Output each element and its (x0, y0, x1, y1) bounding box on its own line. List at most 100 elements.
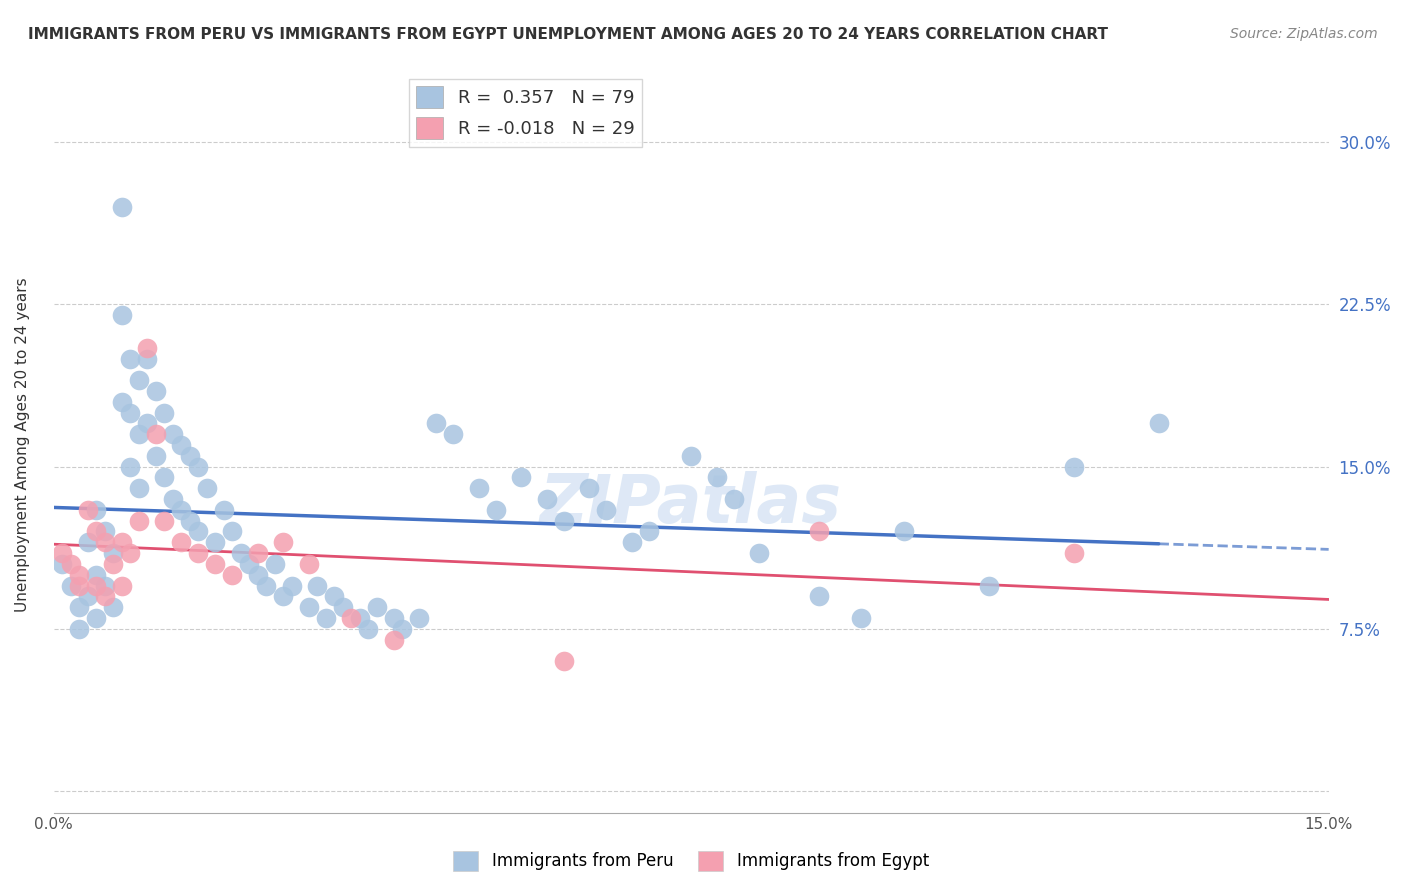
Point (366, 600, 388, 615)
Point (153, 470, 176, 484)
Point (323, 590, 346, 604)
Point (59, 578, 82, 592)
Point (977, 578, 1000, 592)
Point (706, 470, 728, 484)
Point (145, 449, 167, 463)
Point (179, 514, 201, 528)
Point (93, 578, 115, 592)
Point (485, 503, 508, 517)
Point (467, 481, 489, 495)
Point (67, 600, 90, 615)
Point (681, 449, 703, 463)
Point (101, 557, 124, 571)
Point (162, 491, 184, 506)
Point (76, 535, 98, 549)
Point (408, 611, 430, 625)
Point (578, 481, 600, 495)
Point (84, 524, 107, 539)
Point (849, 611, 872, 625)
Point (136, 351, 159, 366)
Point (136, 417, 159, 431)
Point (748, 546, 770, 560)
Point (332, 600, 354, 615)
Point (84, 578, 107, 592)
Text: ZIPatlas: ZIPatlas (540, 471, 842, 537)
Point (271, 535, 294, 549)
Point (136, 341, 159, 355)
Point (67, 567, 90, 582)
Point (145, 384, 167, 398)
Point (263, 557, 285, 571)
Point (51, 557, 73, 571)
Point (170, 438, 193, 452)
Point (204, 535, 226, 549)
Point (110, 578, 132, 592)
Point (145, 427, 167, 442)
Point (76, 503, 98, 517)
Point (120, 351, 142, 366)
Point (101, 600, 124, 615)
Point (93, 590, 115, 604)
Point (595, 503, 617, 517)
Point (120, 459, 142, 474)
Point (357, 622, 380, 636)
Point (246, 546, 269, 560)
Point (221, 524, 243, 539)
Point (723, 491, 745, 506)
Point (110, 200, 132, 214)
Point (93, 524, 115, 539)
Point (110, 535, 132, 549)
Point (246, 567, 269, 582)
Point (298, 600, 321, 615)
Point (307, 578, 329, 592)
Point (536, 491, 558, 506)
Point (229, 546, 252, 560)
Point (170, 535, 193, 549)
Point (298, 557, 321, 571)
Point (280, 578, 302, 592)
Point (120, 406, 142, 420)
Point (893, 524, 915, 539)
Point (187, 459, 209, 474)
Point (221, 567, 243, 582)
Point (425, 417, 447, 431)
Point (391, 622, 413, 636)
Point (807, 524, 830, 539)
Point (340, 611, 363, 625)
Point (170, 503, 193, 517)
Point (84, 611, 107, 625)
Point (637, 524, 659, 539)
Point (59, 557, 82, 571)
Point (1147, 417, 1170, 431)
Point (128, 514, 150, 528)
Point (179, 449, 201, 463)
Point (84, 503, 107, 517)
Point (187, 546, 209, 560)
Point (441, 427, 464, 442)
Point (620, 535, 643, 549)
Point (67, 578, 90, 592)
Point (254, 578, 277, 592)
Y-axis label: Unemployment Among Ages 20 to 24 years: Unemployment Among Ages 20 to 24 years (15, 277, 30, 612)
Point (153, 406, 176, 420)
Point (84, 567, 107, 582)
Point (110, 308, 132, 322)
Point (187, 524, 209, 539)
Point (162, 427, 184, 442)
Point (315, 611, 337, 625)
Point (349, 611, 371, 625)
Legend: R =  0.357   N = 79, R = -0.018   N = 29: R = 0.357 N = 79, R = -0.018 N = 29 (409, 79, 641, 146)
Point (553, 514, 575, 528)
Point (212, 503, 235, 517)
Point (204, 557, 226, 571)
Point (238, 557, 260, 571)
Point (128, 373, 150, 387)
Text: IMMIGRANTS FROM PERU VS IMMIGRANTS FROM EGYPT UNEMPLOYMENT AMONG AGES 20 TO 24 Y: IMMIGRANTS FROM PERU VS IMMIGRANTS FROM … (28, 27, 1108, 42)
Point (120, 546, 142, 560)
Point (1063, 546, 1085, 560)
Point (382, 632, 405, 647)
Point (76, 590, 98, 604)
Point (510, 470, 533, 484)
Point (110, 394, 132, 409)
Point (153, 514, 176, 528)
